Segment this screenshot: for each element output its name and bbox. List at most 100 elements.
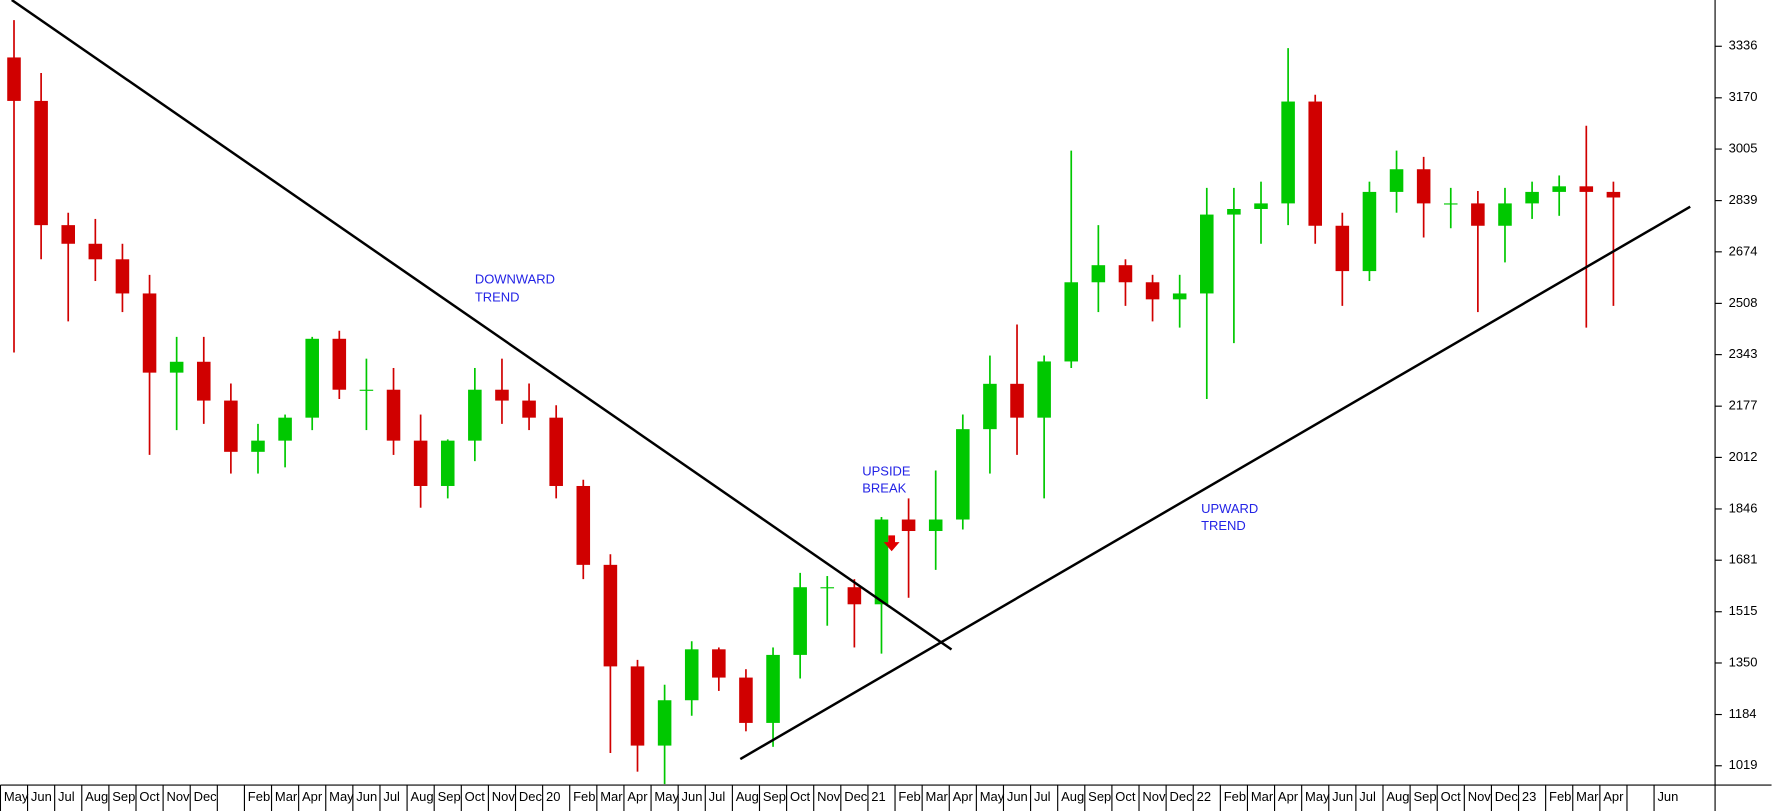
y-tick-label: 1019 (1729, 757, 1758, 772)
candle-body (305, 338, 319, 418)
candle-body (495, 389, 509, 401)
candle-body (793, 587, 807, 655)
candle-body (684, 649, 699, 701)
candle-body (1443, 203, 1458, 205)
candle-body (34, 100, 48, 226)
x-tick-label: Aug (736, 789, 759, 804)
candle-body (468, 389, 482, 441)
x-tick-label: Jul (1359, 789, 1376, 804)
candle-body (169, 361, 184, 373)
y-tick-label: 2343 (1729, 346, 1758, 361)
candle-body (1254, 203, 1268, 209)
x-tick-label: Jul (1034, 789, 1051, 804)
candle-body (1471, 203, 1485, 226)
x-tick-label: May (329, 789, 354, 804)
x-tick-label: May (654, 789, 679, 804)
x-tick-label: Dec (1495, 789, 1519, 804)
x-tick-label: 22 (1197, 789, 1211, 804)
candle-body (928, 519, 943, 532)
x-tick-label: Mar (600, 789, 623, 804)
candle-body (413, 440, 428, 486)
candle-body (1064, 282, 1079, 362)
candle-body (522, 400, 536, 418)
candle-body (901, 519, 916, 532)
annotation: UPWARD (1201, 501, 1258, 516)
x-tick-label: Mar (1251, 789, 1274, 804)
x-tick-label: Jun (1332, 789, 1353, 804)
x-tick-label: Sep (112, 789, 135, 804)
y-tick-label: 3336 (1729, 38, 1758, 53)
candle-body (1145, 282, 1160, 300)
candle-body (115, 259, 130, 294)
candle-body (1389, 169, 1404, 192)
x-tick-label: Sep (438, 789, 461, 804)
x-tick-label: Nov (1468, 789, 1492, 804)
candle-body (1606, 191, 1621, 198)
y-tick-label: 1681 (1729, 552, 1758, 567)
candle-body (956, 429, 970, 520)
candle-body (874, 519, 889, 605)
x-tick-label: Dec (844, 789, 868, 804)
annotation: DOWNWARD (475, 272, 555, 287)
candle-body (1498, 203, 1512, 226)
x-tick-label: Feb (1549, 789, 1571, 804)
x-tick-label: Feb (573, 789, 595, 804)
x-tick-label: Mar (926, 789, 949, 804)
y-tick-label: 2839 (1729, 192, 1758, 207)
x-tick-label: Oct (1115, 789, 1136, 804)
candle-body (224, 400, 238, 452)
candle-body (712, 649, 726, 678)
x-tick-label: Aug (85, 789, 108, 804)
candle-body (1010, 383, 1024, 418)
x-tick-label: 23 (1522, 789, 1536, 804)
x-tick-label: Sep (763, 789, 786, 804)
x-tick-label: Feb (898, 789, 920, 804)
x-tick-label: May (1305, 789, 1330, 804)
candle-body (359, 389, 374, 391)
candles (7, 20, 1621, 785)
x-tick-label: May (980, 789, 1005, 804)
candle-body (1416, 169, 1431, 204)
x-tick-label: Nov (817, 789, 841, 804)
x-tick-label: Jun (1007, 789, 1028, 804)
x-tick-label: Jul (383, 789, 400, 804)
x-tick-label: Aug (410, 789, 433, 804)
break-arrow (883, 535, 900, 552)
x-tick-label: Apr (1603, 789, 1624, 804)
y-tick-label: 2674 (1729, 243, 1758, 258)
candle-body (576, 485, 591, 565)
x-tick-label: Jul (58, 789, 75, 804)
x-tick-label: Jun (682, 789, 703, 804)
x-tick-label: Jun (1657, 789, 1678, 804)
candle-body (386, 389, 401, 441)
x-tick-label: Apr (627, 789, 648, 804)
x-tick-label: Oct (139, 789, 160, 804)
y-tick-label: 2508 (1729, 295, 1758, 310)
x-tick-label: May (4, 789, 29, 804)
candle-body (1037, 361, 1051, 418)
downward-trend-line (11, 0, 953, 651)
candle-body (820, 587, 835, 589)
x-tick-label: Nov (492, 789, 516, 804)
x-tick-label: Mar (275, 789, 298, 804)
candle-body (142, 293, 157, 373)
x-tick-label: Dec (519, 789, 543, 804)
x-tick-label: Mar (1576, 789, 1599, 804)
y-tick-label: 1350 (1729, 654, 1758, 669)
candle-body (61, 225, 75, 244)
x-tick-label: Apr (1278, 789, 1299, 804)
upward-trend-line (739, 205, 1691, 761)
x-tick-label: Sep (1413, 789, 1436, 804)
candle-body (1091, 265, 1106, 283)
annotation: TREND (1201, 518, 1246, 533)
candle-body (278, 417, 292, 441)
x-tick-label: Jul (709, 789, 726, 804)
candle-body (603, 564, 618, 667)
candle-body (7, 57, 21, 101)
candle-body (766, 654, 780, 723)
candle-body (549, 417, 563, 486)
candle-body (657, 700, 672, 746)
x-tick-label: Jun (31, 789, 52, 804)
